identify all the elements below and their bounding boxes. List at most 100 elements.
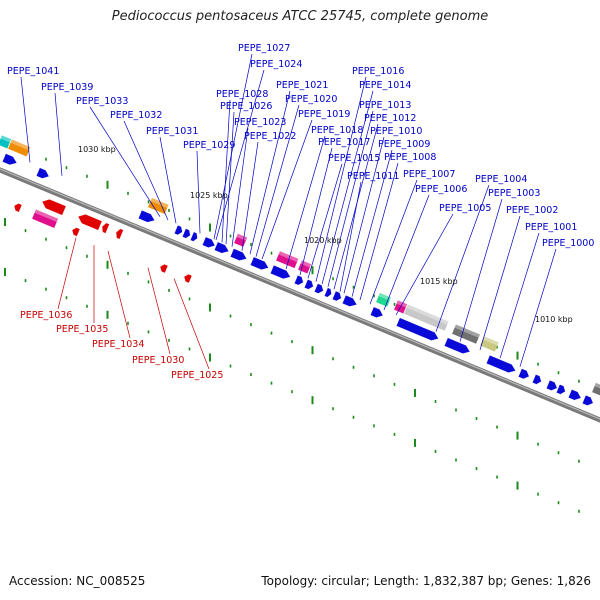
gene-label-forward[interactable]: PEPE_1016 xyxy=(352,66,404,77)
leader-line xyxy=(213,53,253,240)
leader-line xyxy=(369,179,418,305)
scale-label: 1020 kbp xyxy=(304,236,342,245)
reverse-gene xyxy=(101,222,110,234)
gene-label-reverse[interactable]: PEPE_1036 xyxy=(20,310,72,321)
gene-label-reverse[interactable]: PEPE_1025 xyxy=(171,370,223,381)
leader-line xyxy=(351,149,393,297)
gene-label-forward[interactable]: PEPE_1008 xyxy=(384,152,436,163)
gene-label-forward[interactable]: PEPE_1009 xyxy=(378,139,430,150)
gene-label-forward[interactable]: PEPE_1033 xyxy=(76,96,128,107)
label-leader-lines xyxy=(20,53,557,370)
reverse-gene xyxy=(71,227,81,237)
gene-label-forward[interactable]: PEPE_1007 xyxy=(403,169,455,180)
feature-orange xyxy=(148,197,169,215)
gene-label-forward[interactable]: PEPE_1003 xyxy=(488,188,540,199)
gene-label-forward[interactable]: PEPE_1031 xyxy=(146,126,198,137)
forward-gene xyxy=(324,287,332,298)
leader-line xyxy=(479,215,521,351)
gene-label-forward[interactable]: PEPE_1004 xyxy=(475,174,527,185)
leader-line xyxy=(299,147,333,276)
leader-line xyxy=(315,76,367,282)
forward-gene xyxy=(230,248,248,261)
forward-gene xyxy=(370,306,384,318)
forward-gene xyxy=(518,368,530,380)
forward-gene xyxy=(332,290,342,302)
feature-gray xyxy=(404,304,449,331)
gene-label-forward[interactable]: PEPE_1006 xyxy=(415,184,467,195)
leader-line xyxy=(57,237,77,310)
gene-label-forward[interactable]: PEPE_1017 xyxy=(318,137,370,148)
gene-label-forward[interactable]: PEPE_1026 xyxy=(220,101,272,112)
gene-label-forward[interactable]: PEPE_1027 xyxy=(238,43,290,54)
leader-line xyxy=(54,92,63,176)
reverse-gene xyxy=(77,213,103,231)
gene-label-forward[interactable]: PEPE_1001 xyxy=(525,222,577,233)
leader-line xyxy=(343,136,385,294)
gene-label-forward[interactable]: PEPE_1021 xyxy=(276,80,328,91)
forward-gene xyxy=(202,236,216,248)
scale-label: 1025 kbp xyxy=(190,191,228,200)
gene-label-forward[interactable]: PEPE_1000 xyxy=(542,238,594,249)
backbone-line xyxy=(0,167,600,423)
leader-line xyxy=(215,69,265,241)
gene-label-reverse[interactable]: PEPE_1035 xyxy=(56,324,108,335)
gene-label-forward[interactable]: PEPE_1005 xyxy=(439,203,491,214)
leader-line xyxy=(383,194,430,311)
forward-gene xyxy=(174,224,183,236)
backbone-highlight xyxy=(0,168,600,420)
gene-label-forward[interactable]: PEPE_1022 xyxy=(244,131,296,142)
leader-line xyxy=(339,181,362,292)
gene-label-forward[interactable]: PEPE_1012 xyxy=(364,113,416,124)
forward-gene xyxy=(270,264,291,280)
gene-label-forward[interactable]: PEPE_1011 xyxy=(347,171,399,182)
gene-label-forward[interactable]: PEPE_1019 xyxy=(298,109,350,120)
gene-label-forward[interactable]: PEPE_1032 xyxy=(110,110,162,121)
leader-line xyxy=(435,184,490,332)
forward-gene xyxy=(36,167,50,179)
feature-olive xyxy=(480,336,499,352)
gene-label-forward[interactable]: PEPE_1024 xyxy=(250,59,302,70)
forward-gene xyxy=(486,354,516,373)
leader-line xyxy=(519,248,557,367)
gene-label-forward[interactable]: PEPE_1020 xyxy=(285,94,337,105)
forward-gene xyxy=(304,279,314,290)
feature-teal xyxy=(376,292,391,307)
gene-label-forward[interactable]: PEPE_1041 xyxy=(7,66,59,77)
forward-gene xyxy=(214,241,230,254)
forward-gene xyxy=(138,209,156,223)
forward-gene xyxy=(444,337,471,354)
gene-label-forward[interactable]: PEPE_1002 xyxy=(506,205,558,216)
gene-label-reverse[interactable]: PEPE_1034 xyxy=(92,339,144,350)
leader-line xyxy=(255,104,300,257)
forward-gene xyxy=(568,389,582,401)
genome-backbone xyxy=(0,167,600,423)
leader-line xyxy=(307,163,343,279)
gene-label-forward[interactable]: PEPE_1015 xyxy=(328,153,380,164)
gene-labels: PEPE_1041 PEPE_1039 PEPE_1033 PEPE_1032 PEPE… xyxy=(7,43,594,381)
reverse-gene xyxy=(13,203,23,213)
leader-line xyxy=(321,90,374,285)
gene-label-forward[interactable]: PEPE_1028 xyxy=(216,89,268,100)
gene-label-forward[interactable]: PEPE_1013 xyxy=(359,100,411,111)
gene-label-forward[interactable]: PEPE_1014 xyxy=(359,80,411,91)
forward-gene xyxy=(396,317,439,341)
leader-line xyxy=(20,76,31,163)
leader-line xyxy=(395,213,454,316)
reverse-gene xyxy=(183,273,193,284)
leader-line xyxy=(147,267,171,355)
gene-label-forward[interactable]: PEPE_1018 xyxy=(311,125,363,136)
gene-label-forward[interactable]: PEPE_1023 xyxy=(234,117,286,128)
feature-magenta xyxy=(276,251,299,269)
gene-label-forward[interactable]: PEPE_1010 xyxy=(370,126,422,137)
gene-label-reverse[interactable]: PEPE_1030 xyxy=(132,355,184,366)
leader-line xyxy=(123,120,169,221)
forward-gene xyxy=(294,274,304,286)
gene-label-forward[interactable]: PEPE_1039 xyxy=(41,82,93,93)
forward-gene xyxy=(342,294,358,307)
leader-line xyxy=(225,111,235,245)
forward-gene xyxy=(546,379,558,391)
gene-label-forward[interactable]: PEPE_1029 xyxy=(183,140,235,151)
accession-text: Accession: NC_008525 xyxy=(9,574,146,588)
feature-magenta xyxy=(234,233,248,247)
leader-line xyxy=(261,119,313,260)
